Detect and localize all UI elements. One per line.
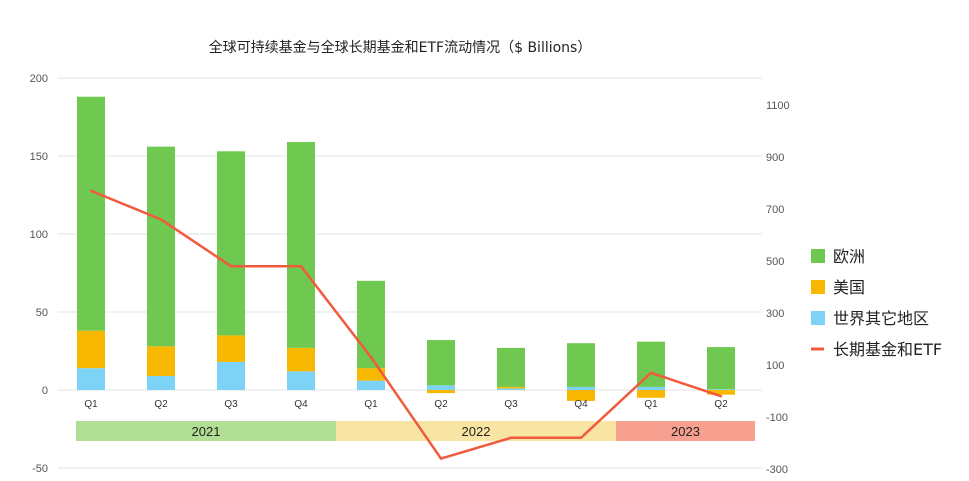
bar-segment bbox=[287, 141, 315, 348]
axis-layer: 200150100500-501100900700500300100-100-3… bbox=[30, 73, 790, 476]
category-label: Q2 bbox=[714, 399, 728, 410]
line-point bbox=[299, 265, 303, 268]
bar-segment bbox=[357, 380, 385, 390]
year-band bbox=[76, 421, 336, 441]
bar-segment bbox=[427, 340, 455, 386]
line-point bbox=[509, 436, 513, 439]
line-point bbox=[369, 356, 373, 359]
bar-segment bbox=[147, 346, 175, 376]
right-tick-label: 500 bbox=[766, 256, 784, 268]
right-tick-label: 300 bbox=[766, 308, 784, 320]
bar-segment bbox=[287, 347, 315, 372]
right-tick-label: 1100 bbox=[766, 100, 790, 112]
left-tick-label: 100 bbox=[30, 229, 48, 241]
bar-segment bbox=[77, 96, 105, 331]
left-tick-label: -50 bbox=[32, 463, 48, 475]
bar-segment bbox=[427, 385, 455, 390]
bar-segment bbox=[357, 368, 385, 381]
bar-segment bbox=[147, 146, 175, 347]
right-tick-label: 700 bbox=[766, 204, 784, 216]
bar-segment bbox=[427, 390, 455, 394]
year-band bbox=[336, 421, 616, 441]
category-label: Q1 bbox=[644, 399, 658, 410]
line-point bbox=[89, 189, 93, 192]
legend-label: 欧洲 bbox=[833, 247, 865, 266]
bar-segment bbox=[707, 389, 735, 390]
line-point bbox=[579, 436, 583, 439]
bar-segment bbox=[497, 386, 525, 389]
line-point bbox=[159, 218, 163, 221]
bar-segment bbox=[217, 335, 245, 362]
legend-swatch bbox=[811, 280, 825, 294]
left-tick-label: 150 bbox=[30, 151, 48, 163]
bar-segment bbox=[217, 361, 245, 390]
line-series bbox=[90, 189, 722, 460]
legend-label: 世界其它地区 bbox=[833, 309, 929, 328]
bar-segment bbox=[567, 386, 595, 390]
line-point bbox=[649, 371, 653, 374]
bar-segment bbox=[637, 390, 665, 398]
bar-segment bbox=[497, 388, 525, 390]
category-label: Q4 bbox=[574, 399, 588, 410]
bar-segment bbox=[567, 390, 595, 401]
legend-label: 美国 bbox=[833, 278, 865, 297]
line-layer bbox=[89, 189, 723, 460]
left-tick-label: 0 bbox=[42, 385, 48, 397]
category-label: Q3 bbox=[224, 399, 238, 410]
year-band-layer: 2021 2022 2023 bbox=[76, 421, 755, 441]
year-label: 2023 bbox=[671, 424, 700, 439]
bar-segment bbox=[147, 375, 175, 390]
legend-swatch bbox=[811, 311, 825, 325]
bar-segment bbox=[637, 341, 665, 387]
category-label: Q3 bbox=[504, 399, 518, 410]
bar-segment bbox=[497, 347, 525, 387]
bar-segment bbox=[637, 386, 665, 390]
right-tick-label: 900 bbox=[766, 152, 784, 164]
bar-segment bbox=[357, 280, 385, 369]
grid-layer bbox=[58, 77, 762, 469]
legend-label: 长期基金和ETF bbox=[833, 340, 942, 359]
bar-segment bbox=[217, 151, 245, 336]
bar-segment bbox=[77, 330, 105, 369]
line-point bbox=[719, 395, 723, 398]
legend-swatch bbox=[811, 249, 825, 263]
bar-segment bbox=[707, 390, 735, 395]
year-label: 2022 bbox=[462, 424, 491, 439]
year-band bbox=[616, 421, 755, 441]
category-label: Q2 bbox=[434, 399, 448, 410]
bar-segment bbox=[707, 347, 735, 390]
line-point bbox=[439, 457, 443, 460]
bar-segment bbox=[567, 343, 595, 387]
bar-layer bbox=[77, 96, 735, 401]
left-tick-label: 200 bbox=[30, 73, 48, 85]
right-tick-label: -300 bbox=[766, 464, 788, 476]
right-tick-label: 100 bbox=[766, 360, 784, 372]
right-tick-label: -100 bbox=[766, 412, 788, 424]
category-label: Q4 bbox=[294, 399, 308, 410]
category-label: Q1 bbox=[364, 399, 378, 410]
category-label: Q1 bbox=[84, 399, 98, 410]
chart-title: 全球可持续基金与全球长期基金和ETF流动情况（$ Billions） bbox=[209, 39, 592, 56]
bar-segment bbox=[287, 371, 315, 390]
bar-segment bbox=[77, 368, 105, 390]
line-point bbox=[229, 265, 233, 268]
year-label: 2021 bbox=[192, 424, 221, 439]
left-tick-label: 50 bbox=[36, 307, 48, 319]
category-label: Q2 bbox=[154, 399, 168, 410]
